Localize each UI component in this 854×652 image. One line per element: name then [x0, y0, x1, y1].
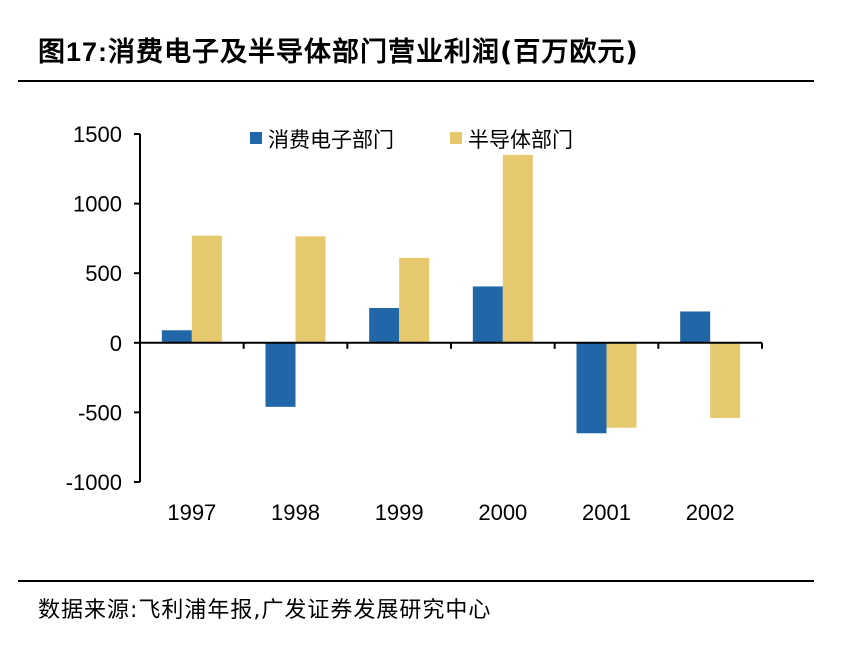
bar-semiconductor-2000: [502, 154, 533, 343]
bar-semiconductor-1999: [399, 257, 430, 343]
legend-swatch-consumer-electronics: [250, 132, 262, 144]
axes-group: 1997 1998 1999 2000 2001 2002 1500 1000 500 0 -500…: [66, 122, 763, 525]
top-divider: [18, 80, 814, 82]
bar-consumer-electronics-1997: [161, 330, 192, 343]
bar-semiconductor-1997: [191, 235, 222, 343]
y-tick-label: 1000: [73, 192, 122, 217]
x-tick-label: 1998: [271, 500, 320, 525]
source-note: 数据来源:飞利浦年报,广发证券发展研究中心: [38, 598, 492, 623]
figure-title-text: 消费电子及半导体部门营业利润(百万欧元): [108, 37, 639, 68]
y-tick-label: -1000: [66, 470, 122, 495]
bottom-divider: [18, 580, 814, 582]
figure-title: 图17:消费电子及半导体部门营业利润(百万欧元): [38, 30, 639, 69]
x-tick-label: 1999: [375, 500, 424, 525]
legend-label-semiconductor: 半导体部门: [468, 128, 573, 152]
bar-consumer-electronics-1998: [265, 342, 296, 407]
legend-group: 消费电子部门 半导体部门: [250, 128, 573, 152]
x-tick-label: 2000: [478, 500, 527, 525]
y-tick-label: 1500: [73, 122, 122, 147]
legend-swatch-semiconductor: [450, 132, 462, 144]
legend-label-consumer-electronics: 消费电子部门: [268, 128, 394, 152]
x-tick-label: 1997: [167, 500, 216, 525]
bar-semiconductor-1998: [295, 236, 326, 343]
bar-consumer-electronics-2002: [680, 311, 711, 343]
bar-consumer-electronics-2000: [472, 286, 503, 343]
bar-consumer-electronics-2001: [576, 342, 607, 434]
bar-semiconductor-2002: [710, 342, 741, 418]
x-tick-label: 2001: [582, 500, 631, 525]
y-tick-label: 0: [110, 331, 122, 356]
x-tick-label: 2002: [686, 500, 735, 525]
figure-label: 图17:: [38, 37, 109, 67]
y-tick-label: 500: [85, 261, 122, 286]
bars-group: [161, 154, 741, 434]
bar-semiconductor-2001: [606, 342, 637, 428]
bar-consumer-electronics-1999: [369, 308, 400, 343]
y-tick-label: -500: [78, 400, 122, 425]
